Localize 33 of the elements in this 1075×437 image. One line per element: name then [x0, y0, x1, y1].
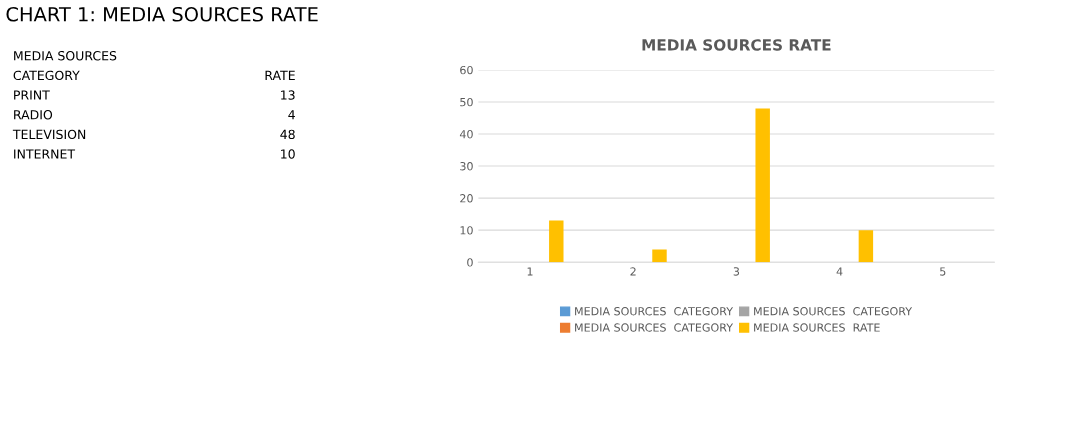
y-tick-label: 60 [460, 65, 473, 75]
chart-title: MEDIA SOURCES RATE [642, 39, 831, 51]
text: RATE [265, 70, 295, 80]
text: 4 [288, 110, 295, 120]
y-tick-label: 40 [459, 129, 473, 139]
y-tick-label: 20 [460, 194, 473, 203]
x-tick-label: 5 [940, 267, 946, 276]
legend-label: MEDIA SOURCES CATEGORY [575, 307, 734, 316]
bar [755, 108, 770, 263]
text: CATEGORY [13, 70, 80, 81]
text: PRINT [14, 90, 50, 100]
text: RADIO [14, 109, 53, 120]
x-tick-label: 1 [527, 267, 533, 276]
text: 48 [280, 129, 295, 140]
bar [549, 220, 564, 263]
text: 13 [281, 90, 295, 100]
y-tick-label: 10 [460, 226, 473, 235]
legend-label: MEDIA SOURCES RATE [754, 323, 880, 332]
text: INTERNET [14, 149, 76, 159]
x-tick-label: 3 [733, 267, 740, 276]
text: 10 [281, 149, 295, 159]
y-tick-label: 50 [460, 97, 473, 107]
caption: CHART 1: MEDIA SOURCES RATE [6, 6, 318, 22]
y-tick-label: 30 [460, 162, 473, 171]
bar [652, 249, 667, 263]
bar [858, 230, 874, 263]
x-tick-label: 4 [836, 267, 843, 276]
x-tick-label: 2 [630, 267, 636, 276]
y-tick-label: 0 [467, 258, 473, 267]
legend-label: MEDIA SOURCES CATEGORY [754, 307, 913, 316]
legend-label: MEDIA SOURCES CATEGORY [575, 323, 734, 332]
text: TELEVISION [12, 129, 86, 140]
text: MEDIA SOURCES [14, 50, 117, 61]
